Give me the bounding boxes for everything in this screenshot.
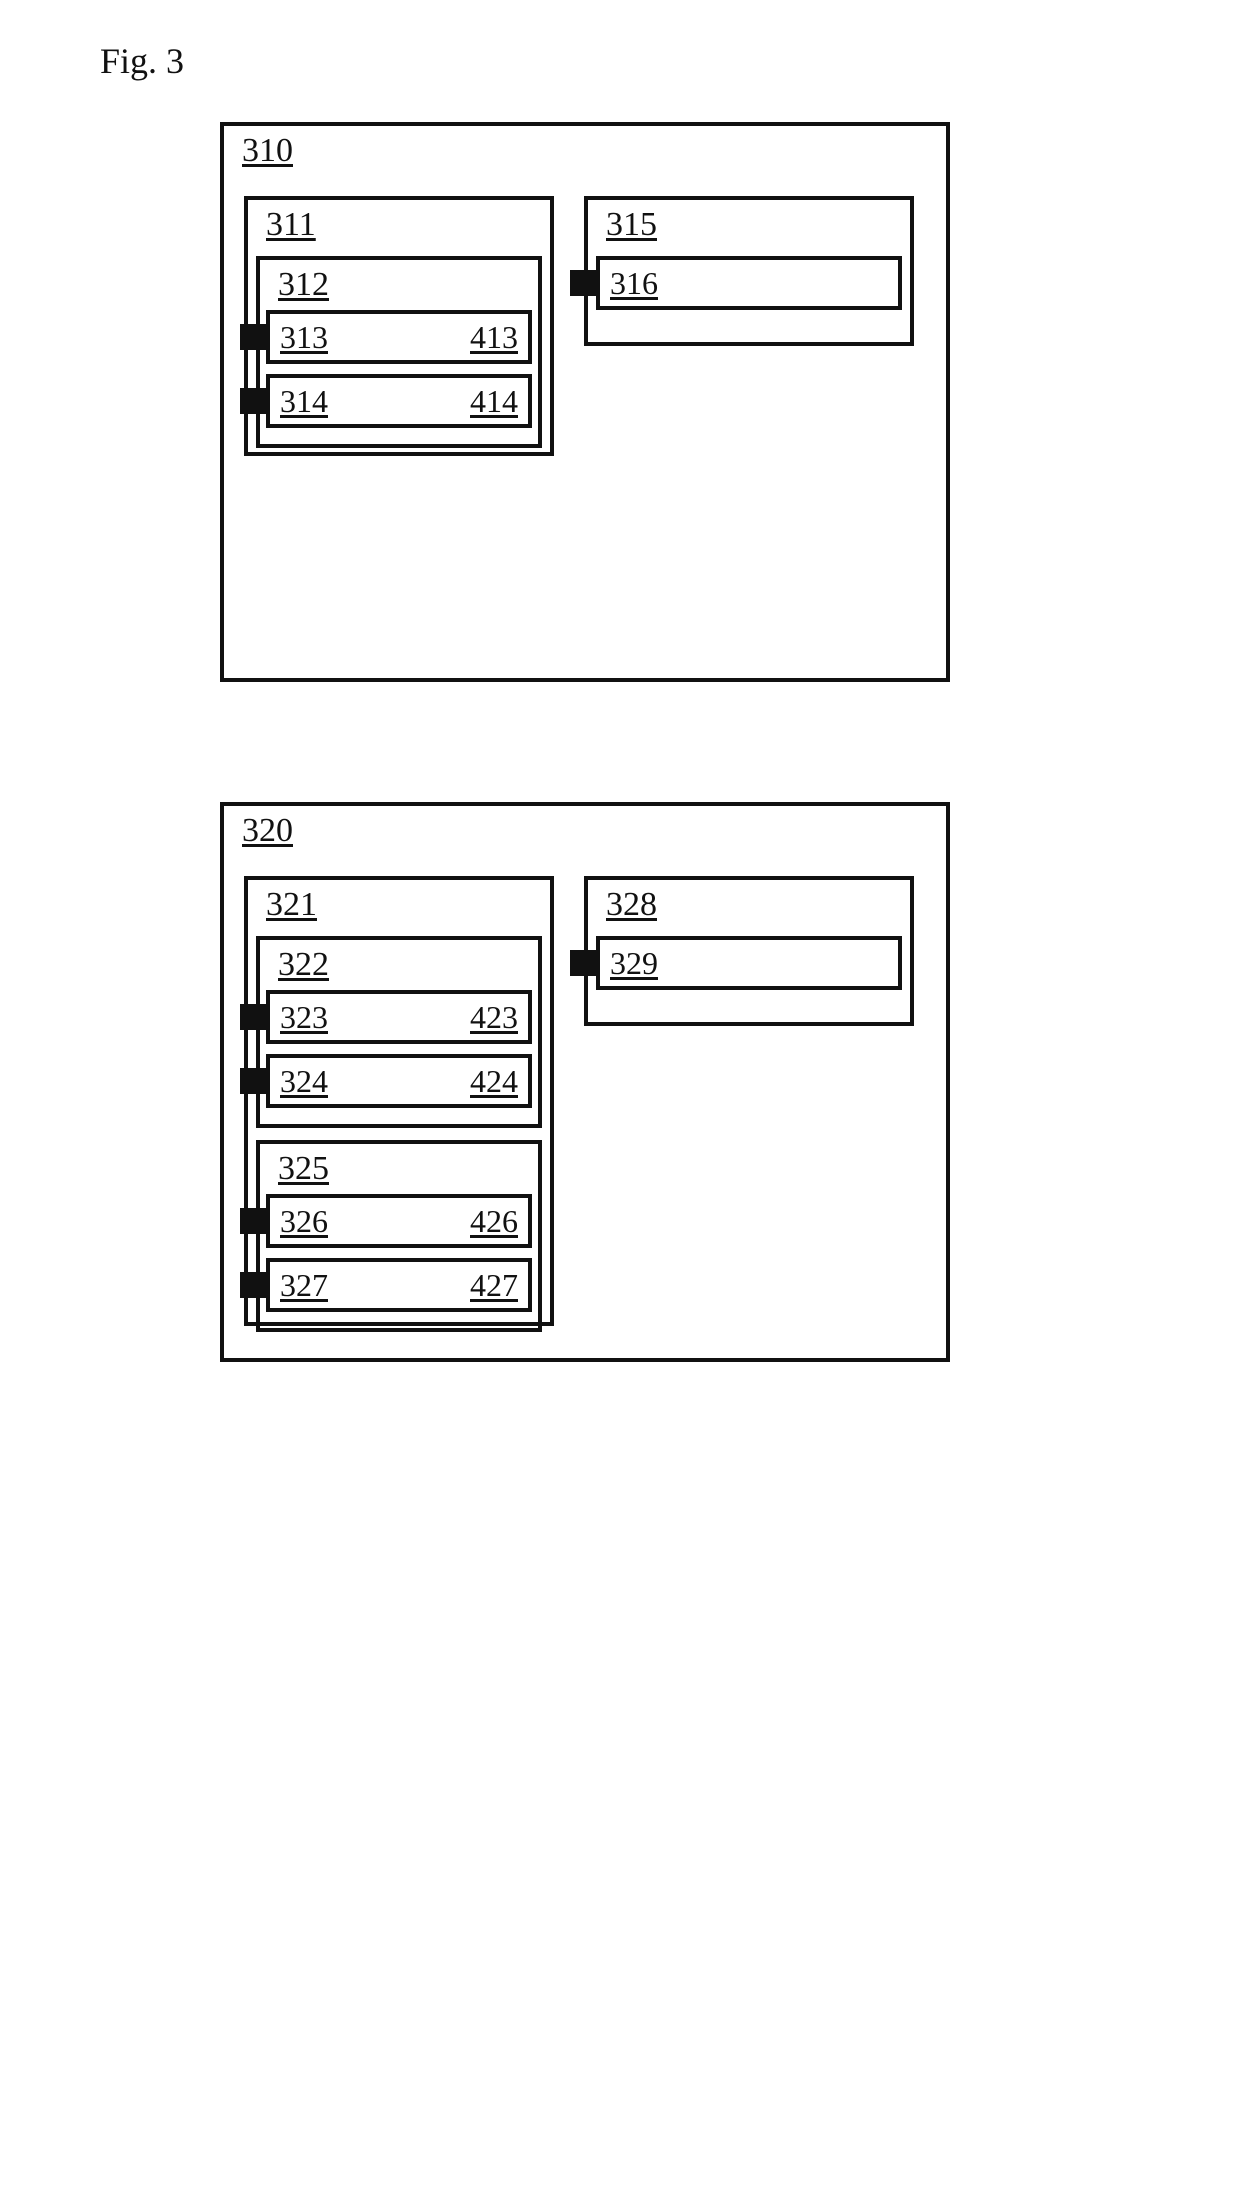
num-413: 413 xyxy=(470,319,518,356)
num-314: 314 xyxy=(280,383,328,420)
row-326: 326 426 xyxy=(266,1194,532,1248)
block-328: 328 329 xyxy=(584,876,914,1026)
row-314: 314 414 xyxy=(266,374,532,428)
block-321: 321 322 323 423 324 424 325 xyxy=(244,876,554,1326)
tab-324 xyxy=(240,1068,266,1094)
tab-327 xyxy=(240,1272,266,1298)
group-312-label: 312 xyxy=(278,266,329,304)
block-311: 311 312 313 413 314 414 xyxy=(244,196,554,456)
num-326: 326 xyxy=(280,1203,328,1240)
num-423: 423 xyxy=(470,999,518,1036)
tab-314 xyxy=(240,388,266,414)
num-324: 324 xyxy=(280,1063,328,1100)
num-313: 313 xyxy=(280,319,328,356)
num-316: 316 xyxy=(610,265,658,302)
tab-313 xyxy=(240,324,266,350)
row-329: 329 xyxy=(596,936,902,990)
block-315: 315 316 xyxy=(584,196,914,346)
num-424: 424 xyxy=(470,1063,518,1100)
row-313: 313 413 xyxy=(266,310,532,364)
tab-329 xyxy=(570,950,596,976)
row-323: 323 423 xyxy=(266,990,532,1044)
group-325-label: 325 xyxy=(278,1150,329,1188)
row-327: 327 427 xyxy=(266,1258,532,1312)
num-323: 323 xyxy=(280,999,328,1036)
tab-326 xyxy=(240,1208,266,1234)
device-320: 320 321 322 323 423 324 424 xyxy=(220,802,950,1362)
group-312: 312 313 413 314 414 xyxy=(256,256,542,448)
row-324: 324 424 xyxy=(266,1054,532,1108)
device-320-label: 320 xyxy=(242,812,293,850)
tab-316 xyxy=(570,270,596,296)
diagram-wrap: 310 311 312 313 413 314 414 xyxy=(40,122,1200,1362)
device-310-label: 310 xyxy=(242,132,293,170)
figure-label: Fig. 3 xyxy=(40,40,1200,82)
num-329: 329 xyxy=(610,945,658,982)
block-311-label: 311 xyxy=(266,206,316,244)
num-414: 414 xyxy=(470,383,518,420)
num-427: 427 xyxy=(470,1267,518,1304)
group-325: 325 326 426 327 427 xyxy=(256,1140,542,1332)
block-321-label: 321 xyxy=(266,886,317,924)
group-322: 322 323 423 324 424 xyxy=(256,936,542,1128)
num-327: 327 xyxy=(280,1267,328,1304)
num-426: 426 xyxy=(470,1203,518,1240)
tab-323 xyxy=(240,1004,266,1030)
device-310: 310 311 312 313 413 314 414 xyxy=(220,122,950,682)
row-316: 316 xyxy=(596,256,902,310)
block-328-label: 328 xyxy=(606,886,657,924)
group-322-label: 322 xyxy=(278,946,329,984)
block-315-label: 315 xyxy=(606,206,657,244)
